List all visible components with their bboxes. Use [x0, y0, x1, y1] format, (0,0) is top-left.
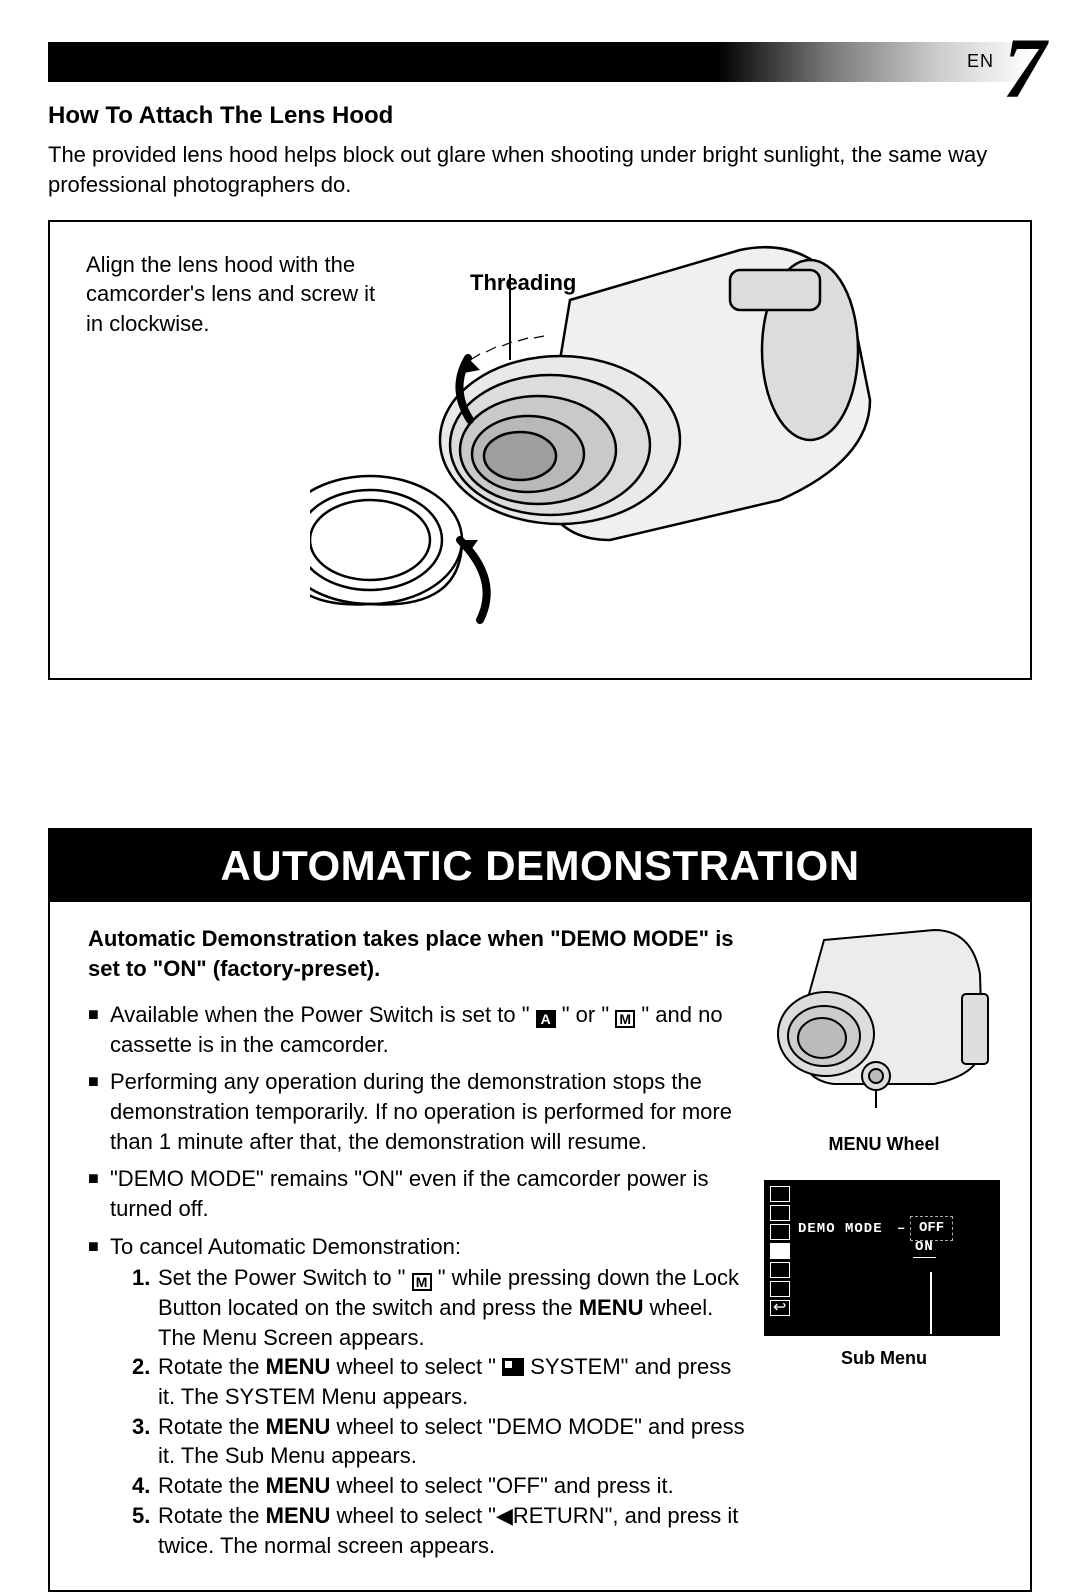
step-3-a: Rotate the	[158, 1414, 266, 1439]
menu-wheel-caption: MENU Wheel	[764, 1132, 1004, 1156]
side-icon-1	[770, 1186, 790, 1202]
left-arrow-icon: ▶	[496, 1501, 513, 1531]
m-mode-icon: M	[412, 1273, 432, 1291]
step-4-a: Rotate the	[158, 1473, 266, 1498]
step-1-a: Set the Power Switch to "	[158, 1265, 412, 1290]
auto-demo-box: Automatic Demonstration takes place when…	[48, 902, 1032, 1592]
bullet-remains: "DEMO MODE" remains "ON" even if the cam…	[88, 1164, 746, 1223]
menu-label: MENU	[266, 1354, 331, 1379]
page-language: EN	[967, 49, 994, 73]
lens-hood-intro: The provided lens hood helps block out g…	[48, 140, 1032, 199]
auto-demo-figures: MENU Wheel DEMO MODE – OFF	[764, 924, 1004, 1568]
step-2: 2. Rotate the MENU wheel to select " SYS…	[132, 1352, 746, 1411]
sub-menu-main: DEMO MODE	[798, 1220, 883, 1239]
cancel-steps: 1. Set the Power Switch to " M " while p…	[110, 1263, 746, 1560]
camcorder-small-illustration	[764, 924, 1000, 1114]
step-1-num: 1.	[132, 1263, 150, 1293]
step-3-num: 3.	[132, 1412, 150, 1442]
header-bar: EN 7	[48, 40, 1032, 82]
step-5-num: 5.	[132, 1501, 150, 1531]
option-on-label: ON	[915, 1239, 934, 1255]
sub-menu-screen: DEMO MODE – OFF ON	[764, 1180, 1000, 1336]
bullet-available: Available when the Power Switch is set t…	[88, 1000, 746, 1059]
m-mode-icon: M	[615, 1010, 635, 1028]
sub-menu-leader	[930, 1272, 932, 1334]
auto-demo-intro: Automatic Demonstration takes place when…	[88, 924, 746, 983]
auto-demo-bullets: Available when the Power Switch is set t…	[88, 1000, 746, 1560]
step-4: 4. Rotate the MENU wheel to select "OFF"…	[132, 1471, 746, 1501]
page-number: 7	[1003, 10, 1046, 126]
step-1: 1. Set the Power Switch to " M " while p…	[132, 1263, 746, 1352]
sub-menu-sidebar	[770, 1186, 792, 1316]
demo-mode-label: DEMO MODE	[798, 1221, 883, 1237]
bullet-cancel: To cancel Automatic Demonstration: 1. Se…	[88, 1232, 746, 1561]
step-4-num: 4.	[132, 1471, 150, 1501]
option-off-label: OFF	[919, 1220, 944, 1236]
auto-demo-banner: AUTOMATIC DEMONSTRATION	[48, 828, 1032, 903]
option-dash: –	[897, 1220, 905, 1239]
step-2-num: 2.	[132, 1352, 150, 1382]
page: EN 7 How To Attach The Lens Hood The pro…	[0, 0, 1080, 1592]
step-2-a: Rotate the	[158, 1354, 266, 1379]
step-2-b: wheel to select "	[330, 1354, 502, 1379]
lens-hood-figure: Align the lens hood with the camcorder's…	[48, 220, 1032, 680]
lens-hood-heading: How To Attach The Lens Hood	[48, 100, 1032, 132]
menu-label: MENU	[579, 1295, 644, 1320]
side-icon-selected	[770, 1243, 790, 1259]
side-icon-6	[770, 1281, 790, 1297]
auto-demo-text: Automatic Demonstration takes place when…	[88, 924, 746, 1568]
bullet-available-a: Available when the Power Switch is set t…	[110, 1002, 536, 1027]
step-5: 5. Rotate the MENU wheel to select "▶RET…	[132, 1501, 746, 1560]
side-icon-3	[770, 1224, 790, 1240]
menu-label: MENU	[266, 1473, 331, 1498]
system-icon	[502, 1358, 524, 1376]
step-5-b: wheel to select "	[330, 1503, 496, 1528]
option-on: ON	[913, 1238, 936, 1258]
bullet-available-b: " or "	[556, 1002, 616, 1027]
auto-demo-banner-title: AUTOMATIC DEMONSTRATION	[220, 842, 859, 889]
a-mode-icon: A	[536, 1010, 556, 1028]
step-3: 3. Rotate the MENU wheel to select "DEMO…	[132, 1412, 746, 1471]
side-icon-5	[770, 1262, 790, 1278]
sub-menu-caption: Sub Menu	[764, 1346, 1004, 1370]
step-5-a: Rotate the	[158, 1503, 266, 1528]
step-4-b: wheel to select "OFF" and press it.	[330, 1473, 673, 1498]
bullet-performing: Performing any operation during the demo…	[88, 1067, 746, 1156]
header-bar-black	[48, 42, 717, 82]
bullet-cancel-label: To cancel Automatic Demonstration:	[110, 1234, 461, 1259]
return-icon	[770, 1300, 790, 1316]
menu-label: MENU	[266, 1503, 331, 1528]
menu-label: MENU	[266, 1414, 331, 1439]
camcorder-illustration	[310, 240, 900, 640]
side-icon-2	[770, 1205, 790, 1221]
